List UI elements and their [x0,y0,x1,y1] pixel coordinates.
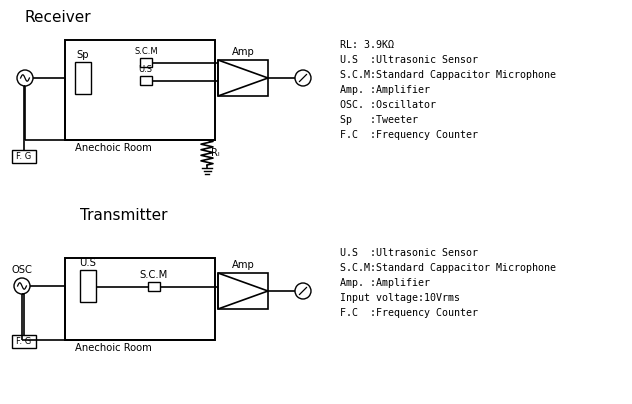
Text: U.S: U.S [138,65,152,74]
Text: Amp: Amp [231,47,254,57]
Text: U.S: U.S [80,258,97,268]
Text: Transmitter: Transmitter [80,208,167,223]
Bar [218,273,268,309]
Text: S.C.M: S.C.M [134,47,158,56]
Bar [218,60,268,96]
Bar [65,258,215,340]
Text: OSC: OSC [11,265,32,275]
Text: Sp   :Tweeter: Sp :Tweeter [340,115,418,125]
Text: S.C.M:Standard Cappacitor Microphone: S.C.M:Standard Cappacitor Microphone [340,263,556,273]
Bar [140,58,152,67]
Bar [65,40,215,140]
Text: U.S  :Ultrasonic Sensor: U.S :Ultrasonic Sensor [340,248,478,258]
Text: F.C  :Frequency Counter: F.C :Frequency Counter [340,130,478,140]
Text: Amp. :Amplifier: Amp. :Amplifier [340,278,430,288]
Text: U.S  :Ultrasonic Sensor: U.S :Ultrasonic Sensor [340,55,478,65]
Bar [80,270,96,302]
Bar [12,335,36,348]
Text: F.C  :Frequency Counter: F.C :Frequency Counter [340,308,478,318]
Text: Input voltage:10Vrms: Input voltage:10Vrms [340,293,460,303]
Text: F. G: F. G [16,152,32,161]
Text: OSC. :Oscillator: OSC. :Oscillator [340,100,436,110]
Text: F. G: F. G [16,337,32,346]
Bar [148,282,160,291]
Text: Anechoic Room: Anechoic Room [75,343,152,353]
Text: S.C.M:Standard Cappacitor Microphone: S.C.M:Standard Cappacitor Microphone [340,70,556,80]
Text: RL: 3.9KΩ: RL: 3.9KΩ [340,40,394,50]
Text: S.C.M: S.C.M [140,270,168,280]
Bar [12,150,36,163]
Text: Anechoic Room: Anechoic Room [75,143,152,153]
Text: Rₗ: Rₗ [211,147,220,158]
Bar [75,62,91,94]
Text: Receiver: Receiver [25,10,92,25]
Bar [140,76,152,85]
Text: Amp. :Amplifier: Amp. :Amplifier [340,85,430,95]
Text: Sp: Sp [76,50,89,60]
Text: Amp: Amp [231,260,254,270]
